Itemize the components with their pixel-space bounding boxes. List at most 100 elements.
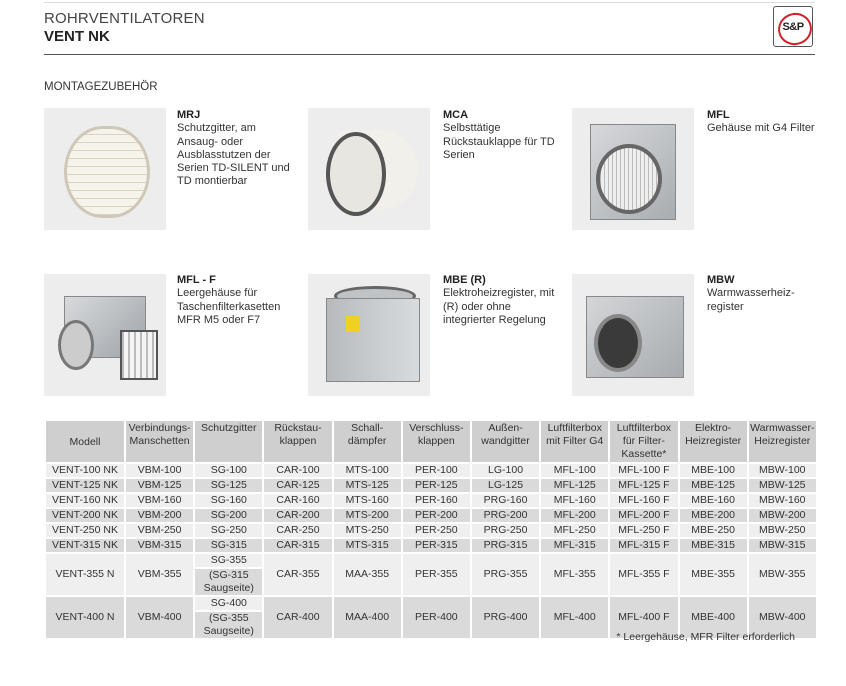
table-row: VENT-200 NK VBM-200 SG-200 CAR-200 MTS-200 PE… xyxy=(44,507,818,524)
table-cell: PER-400 xyxy=(400,595,472,640)
schutzgitter-cell: SG-400 xyxy=(193,595,265,612)
table-cell: MBE-400 xyxy=(677,595,749,640)
table-cell: VENT-315 NK xyxy=(44,537,126,554)
product-description: Leergehäuse für Taschenfilterkasetten MF… xyxy=(177,287,281,326)
product-code: MFL - F xyxy=(177,274,216,286)
sp-logo: S&P xyxy=(773,6,816,49)
column-header: Luftfilterbox für Filter-Kassette* xyxy=(608,419,680,464)
table-cell: LG-100 xyxy=(469,462,542,479)
table-cell: MFL-160 xyxy=(539,492,611,509)
table-cell: VBM-100 xyxy=(123,462,196,479)
product-code: MFL xyxy=(707,109,730,121)
table-cell: VBM-315 xyxy=(123,537,196,554)
table-cell: MTS-200 xyxy=(331,507,403,524)
table-cell: PRG-250 xyxy=(469,522,542,539)
category-title: ROHRVENTILATOREN xyxy=(44,10,205,27)
table-cell: MBW-100 xyxy=(746,462,818,479)
table-cell: CAR-100 xyxy=(262,462,334,479)
table-row-continuation: (SG-355 Saugseite) xyxy=(45,610,817,640)
table-cell: PER-250 xyxy=(400,522,472,539)
table-cell: SG-250 xyxy=(193,522,265,539)
table-cell: PER-100 xyxy=(400,462,472,479)
top-divider xyxy=(44,2,815,3)
table-cell: MBE-100 xyxy=(677,462,749,479)
mbe-image xyxy=(308,274,430,396)
table-cell: MTS-100 xyxy=(331,462,403,479)
column-header: Schall-dämpfer xyxy=(331,419,403,464)
table-row: VENT-400 N VBM-400 SG-400 CAR-400 MAA-400 PER… xyxy=(44,595,818,640)
table-cell: MFL-125 F xyxy=(608,477,680,494)
table-cell: MFL-125 xyxy=(539,477,611,494)
product-code: MRJ xyxy=(177,109,201,121)
table-row: VENT-125 NK VBM-125 SG-125 CAR-125 MTS-125 PE… xyxy=(44,477,818,494)
table-cell: MFL-200 xyxy=(539,507,611,524)
table-cell: MBW-125 xyxy=(746,477,818,494)
accessory-table: Modell Verbindungs-Manschetten Schutzgitte… xyxy=(44,419,818,640)
table-row: VENT-100 NK VBM-100 SG-100 CAR-100 MTS-100 PE… xyxy=(44,462,818,479)
table-cell: VENT-125 NK xyxy=(44,477,126,494)
table-cell: VBM-250 xyxy=(123,522,196,539)
table-cell: VBM-355 xyxy=(123,552,196,597)
product-code: MBW xyxy=(707,274,735,286)
table-cell: PER-315 xyxy=(400,537,472,554)
table-cell: VENT-160 NK xyxy=(44,492,126,509)
table-cell: MAA-400 xyxy=(331,595,403,640)
table-cell: CAR-250 xyxy=(262,522,334,539)
column-header: Elektro-Heizregister xyxy=(677,419,749,464)
table-cell: MFL-250 xyxy=(539,522,611,539)
column-header: Warmwasser-Heizregister xyxy=(746,419,818,464)
schutzgitter-note-cell: (SG-355 Saugseite) xyxy=(193,610,265,640)
table-cell: MBE-315 xyxy=(677,537,749,554)
mca-image xyxy=(308,108,430,230)
table-cell: VENT-200 NK xyxy=(44,507,126,524)
table-cell: MFL-315 xyxy=(539,537,611,554)
table-cell: MFL-355 F xyxy=(608,552,680,597)
table-cell: PER-355 xyxy=(400,552,472,597)
table-cell: CAR-125 xyxy=(262,477,334,494)
product-mfl-f: MFL - F Leergehäuse für Taschenfilterkase… xyxy=(177,274,297,327)
column-header: Verschluss-klappen xyxy=(400,419,472,464)
table-cell: PRG-200 xyxy=(469,507,542,524)
table-cell: SG-125 xyxy=(193,477,265,494)
column-header: Schutzgitter xyxy=(193,419,265,464)
table-cell: PRG-400 xyxy=(469,595,542,640)
table-cell: CAR-400 xyxy=(262,595,334,640)
product-title: VENT NK xyxy=(44,28,110,45)
product-code: MCA xyxy=(443,109,469,121)
table-cell: SG-160 xyxy=(193,492,265,509)
table-cell: MFL-315 F xyxy=(608,537,680,554)
table-cell: MBW-315 xyxy=(746,537,818,554)
table-cell: CAR-355 xyxy=(262,552,334,597)
table-cell: MFL-100 F xyxy=(608,462,680,479)
table-cell: MBW-400 xyxy=(746,595,818,640)
table-cell: VENT-250 NK xyxy=(44,522,126,539)
product-mbw: MBW Warmwasserheiz-register xyxy=(707,274,827,314)
table-cell: SG-200 xyxy=(193,507,265,524)
schutzgitter-cell: SG-355 xyxy=(193,552,265,569)
table-row: VENT-250 NK VBM-250 SG-250 CAR-250 MTS-250 PE… xyxy=(44,522,818,539)
column-header: Rückstau-klappen xyxy=(262,419,334,464)
table-cell: MFL-400 xyxy=(539,595,611,640)
column-header: Außen-wandgitter xyxy=(469,419,542,464)
table-cell: VBM-200 xyxy=(123,507,196,524)
mfl-image xyxy=(572,108,694,230)
table-row: VENT-160 NK VBM-160 SG-160 CAR-160 MTS-160 PE… xyxy=(44,492,818,509)
mbw-image xyxy=(572,274,694,396)
table-row: VENT-315 NK VBM-315 SG-315 CAR-315 MTS-315 PE… xyxy=(44,537,818,554)
table-cell: VENT-355 N xyxy=(44,552,126,597)
product-mrj: MRJ Schutzgitter, am Ansaug- oder Ausblas… xyxy=(177,109,297,189)
table-cell: PRG-315 xyxy=(469,537,542,554)
table-row: VENT-355 N VBM-355 SG-355 CAR-355 MAA-355 PER… xyxy=(44,552,818,597)
table-cell: MBW-160 xyxy=(746,492,818,509)
table-cell: MBE-355 xyxy=(677,552,749,597)
product-mca: MCA Selbsttätige Rückstauklappe für TD Se… xyxy=(443,109,563,162)
table-cell: VBM-160 xyxy=(123,492,196,509)
table-cell: MAA-355 xyxy=(331,552,403,597)
column-header: Verbindungs-Manschetten xyxy=(123,419,196,464)
product-description: Gehäuse mit G4 Filter xyxy=(707,122,815,135)
table-cell: MFL-100 xyxy=(539,462,611,479)
column-header: Luftfilterbox mit Filter G4 xyxy=(539,419,611,464)
product-mbe: MBE (R) Elektroheizregister, mit (R) oder… xyxy=(443,274,563,327)
product-mfl: MFL Gehäuse mit G4 Filter xyxy=(707,109,827,136)
